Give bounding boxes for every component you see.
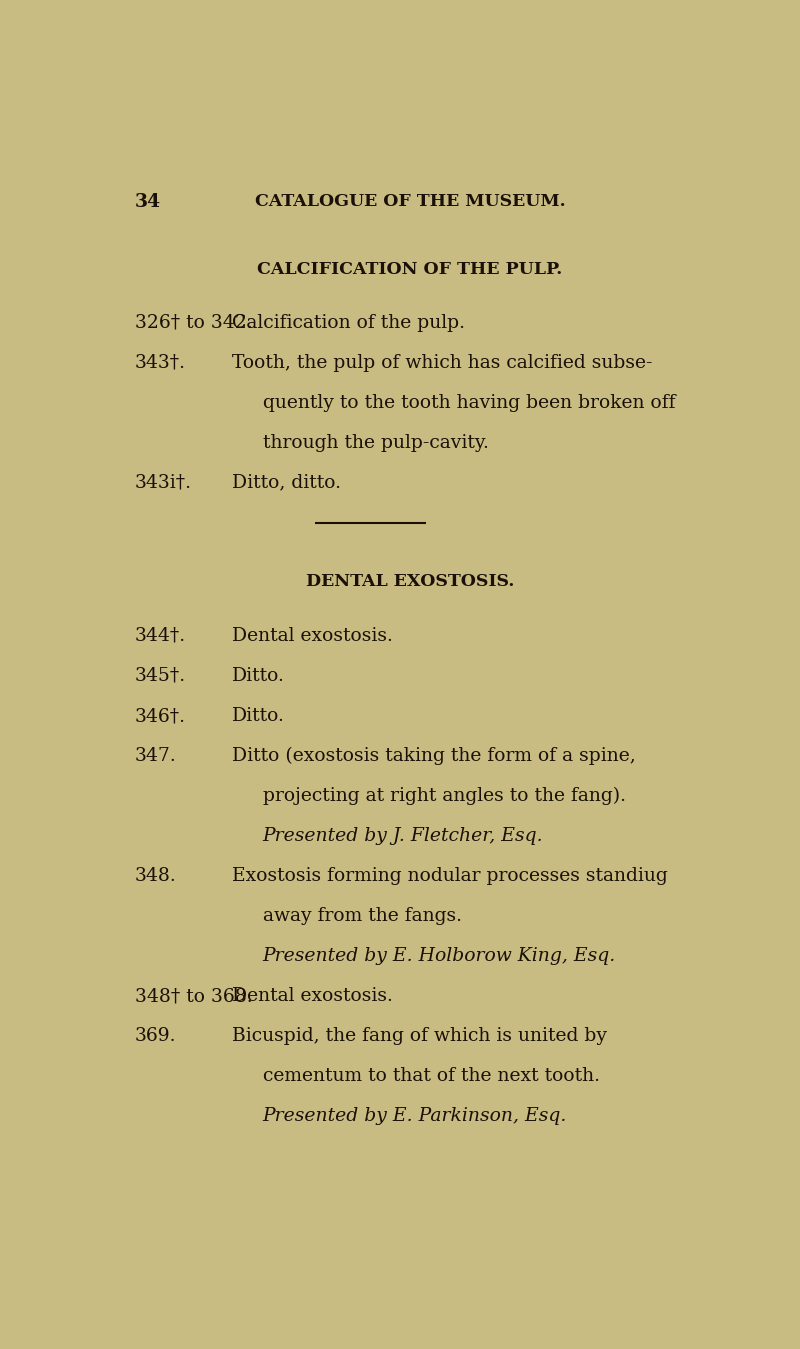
Text: Ditto.: Ditto. [232, 707, 285, 724]
Text: quently to the tooth having been broken off: quently to the tooth having been broken … [262, 394, 675, 411]
Text: Bicuspid, the fang of which is united by: Bicuspid, the fang of which is united by [232, 1028, 606, 1045]
Text: 343†.: 343†. [135, 353, 186, 371]
Text: 348.: 348. [135, 867, 177, 885]
Text: 348† to 368.: 348† to 368. [135, 987, 253, 1005]
Text: CALCIFICATION OF THE PULP.: CALCIFICATION OF THE PULP. [258, 262, 562, 278]
Text: CATALOGUE OF THE MUSEUM.: CATALOGUE OF THE MUSEUM. [254, 193, 566, 210]
Text: Dental exostosis.: Dental exostosis. [232, 627, 393, 645]
Text: Calcification of the pulp.: Calcification of the pulp. [232, 313, 465, 332]
Text: Ditto.: Ditto. [232, 666, 285, 685]
Text: Presented by J. Fletcher, Esq.: Presented by J. Fletcher, Esq. [262, 827, 543, 846]
Text: Presented by E. Holborow King, Esq.: Presented by E. Holborow King, Esq. [262, 947, 616, 966]
Text: Exostosis forming nodular processes standiug: Exostosis forming nodular processes stan… [232, 867, 667, 885]
Text: 369.: 369. [135, 1028, 176, 1045]
Text: 346†.: 346†. [135, 707, 186, 724]
Text: Ditto, ditto.: Ditto, ditto. [232, 473, 341, 492]
Text: 34: 34 [135, 193, 161, 212]
Text: through the pulp-cavity.: through the pulp-cavity. [262, 433, 489, 452]
Text: Dental exostosis.: Dental exostosis. [232, 987, 393, 1005]
Text: 343i†.: 343i†. [135, 473, 192, 492]
Text: Ditto (exostosis taking the form of a spine,: Ditto (exostosis taking the form of a sp… [232, 747, 635, 765]
Text: 326† to 342.: 326† to 342. [135, 313, 253, 332]
Text: projecting at right angles to the fang).: projecting at right angles to the fang). [262, 786, 626, 805]
Text: 345†.: 345†. [135, 666, 186, 685]
Text: 344†.: 344†. [135, 627, 186, 645]
Text: 347.: 347. [135, 747, 177, 765]
Text: Presented by E. Parkinson, Esq.: Presented by E. Parkinson, Esq. [262, 1108, 567, 1125]
Text: DENTAL EXOSTOSIS.: DENTAL EXOSTOSIS. [306, 573, 514, 590]
Text: cementum to that of the next tooth.: cementum to that of the next tooth. [262, 1067, 600, 1086]
Text: Tooth, the pulp of which has calcified subse-: Tooth, the pulp of which has calcified s… [232, 353, 652, 371]
Text: away from the fangs.: away from the fangs. [262, 908, 462, 925]
